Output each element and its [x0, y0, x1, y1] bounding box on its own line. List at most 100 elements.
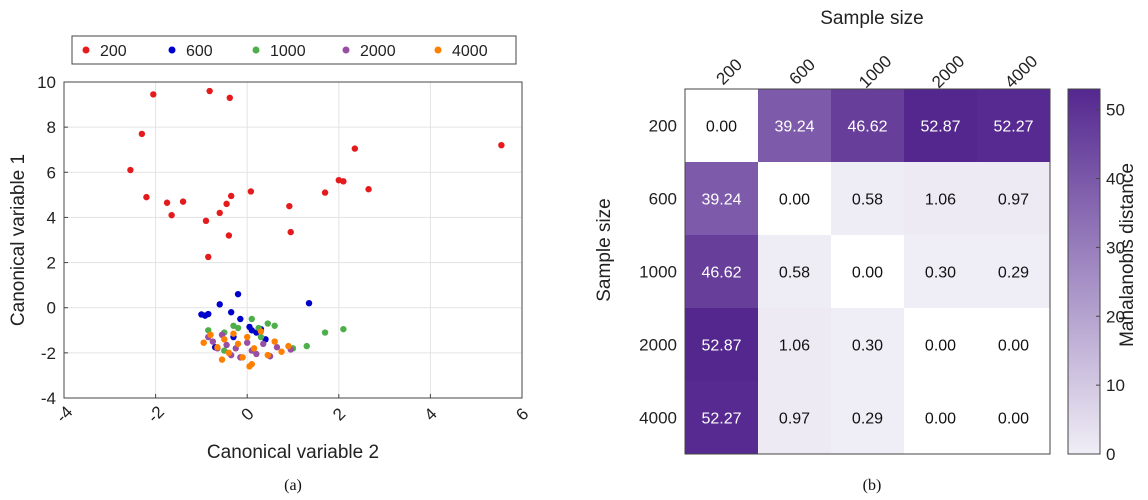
data-point	[351, 145, 359, 152]
cell-fill	[758, 235, 831, 308]
cell-value: 0.00	[852, 265, 883, 282]
cell-fill	[831, 381, 904, 454]
heatmap-cell: 0.30	[831, 308, 904, 381]
data-point	[218, 356, 226, 363]
cell-fill	[904, 381, 977, 454]
data-point	[207, 331, 214, 338]
data-point	[257, 333, 265, 341]
data-point	[226, 94, 233, 102]
data-point	[321, 329, 329, 336]
heatmap-cell: 0.97	[977, 162, 1050, 235]
data-point	[168, 211, 175, 219]
cell-fill	[831, 235, 904, 308]
x-tick-label: 4	[421, 404, 441, 424]
legend-marker	[342, 46, 350, 54]
data-point	[303, 342, 310, 350]
legend-marker	[434, 46, 442, 54]
cell-value: 0.29	[998, 265, 1029, 282]
legend-marker	[252, 46, 260, 54]
colorbar: 0 10 20 30 40 50	[1067, 88, 1125, 464]
data-point	[200, 339, 207, 346]
cell-fill	[758, 308, 831, 381]
heatmap-cell: 0.30	[904, 235, 977, 308]
x-tick-label: -2	[144, 402, 168, 426]
data-point	[209, 338, 217, 345]
legend: 200 600 1000 2000 4000	[71, 35, 517, 65]
heatmap-cell: 0.00	[758, 162, 831, 235]
data-point	[248, 360, 255, 368]
cell-value: 0.29	[852, 411, 883, 428]
data-point	[205, 310, 212, 318]
heatmap-y-tick-label: 600	[649, 190, 677, 209]
heatmap-title: Sample size	[820, 8, 924, 29]
data-point	[340, 178, 347, 185]
data-point	[234, 324, 242, 332]
cell-fill	[977, 381, 1050, 454]
heatmap-cells: 0.00 39.24 46.62 52.87 52.27 39.24 0.00 0.58 1.0…	[684, 88, 1051, 455]
data-point	[250, 345, 258, 352]
cell-fill	[685, 235, 758, 308]
heatmap-x-ticks: 200 600 1000 2000 4000	[713, 52, 1042, 92]
heatmap-cell: 0.58	[831, 162, 904, 235]
legend-label: 200	[100, 43, 127, 60]
data-point	[278, 348, 285, 355]
cell-value: 0.58	[852, 192, 883, 209]
data-point	[305, 300, 313, 307]
scatter-points	[127, 87, 505, 370]
cell-fill	[685, 381, 758, 454]
cell-value: 0.00	[998, 338, 1029, 355]
heatmap-cell: 46.62	[685, 235, 758, 308]
cell-fill	[831, 308, 904, 381]
data-point	[260, 340, 267, 348]
cell-fill	[831, 89, 904, 162]
cell-fill	[904, 89, 977, 162]
data-point	[237, 315, 244, 323]
legend-label: 2000	[360, 43, 396, 60]
cell-fill	[831, 162, 904, 235]
y-axis-label: Canonical variable 1	[8, 154, 29, 326]
data-point	[239, 354, 246, 361]
cell-value: 1.06	[925, 192, 956, 209]
cell-value: 39.24	[774, 119, 814, 136]
data-point	[247, 188, 255, 195]
caption-a: (a)	[284, 477, 302, 494]
data-point	[179, 198, 187, 205]
data-point	[234, 340, 242, 348]
heatmap-y-axis-label: Sample size	[594, 198, 615, 302]
cell-fill	[758, 381, 831, 454]
cell-fill	[904, 308, 977, 381]
y-tick-label: 2	[47, 254, 56, 273]
data-point	[225, 232, 233, 239]
data-point	[138, 130, 146, 138]
heatmap-cell: 0.00	[904, 381, 977, 454]
legend-label: 4000	[452, 43, 488, 60]
heatmap-cell: 0.00	[831, 235, 904, 308]
data-point	[227, 192, 235, 200]
colorbar-tick-label: 20	[1106, 307, 1125, 326]
cell-value: 0.00	[779, 192, 810, 209]
cell-value: 0.30	[925, 265, 956, 282]
heatmap-cell: 0.58	[758, 235, 831, 308]
data-point	[150, 91, 157, 98]
colorbar-label: Mahalanobis distance	[1117, 163, 1138, 347]
data-point	[365, 186, 372, 193]
cell-fill	[977, 235, 1050, 308]
data-point	[253, 350, 260, 358]
x-tick-label: 0	[237, 404, 257, 424]
cell-fill	[904, 235, 977, 308]
legend-marker	[82, 46, 90, 54]
heatmap-x-tick-label: 600	[786, 55, 819, 88]
heatmap-x-tick-label: 2000	[928, 52, 968, 92]
cell-value: 1.06	[779, 338, 810, 355]
data-point	[321, 189, 329, 196]
data-point	[264, 351, 272, 359]
cell-value: 46.62	[701, 265, 741, 282]
colorbar-tick-label: 10	[1106, 376, 1125, 395]
x-axis-label: Canonical variable 2	[207, 442, 379, 463]
y-tick-label: 0	[47, 299, 56, 318]
cell-value: 52.27	[993, 119, 1033, 136]
series-200	[127, 87, 505, 261]
y-tick-label: 4	[47, 208, 56, 227]
